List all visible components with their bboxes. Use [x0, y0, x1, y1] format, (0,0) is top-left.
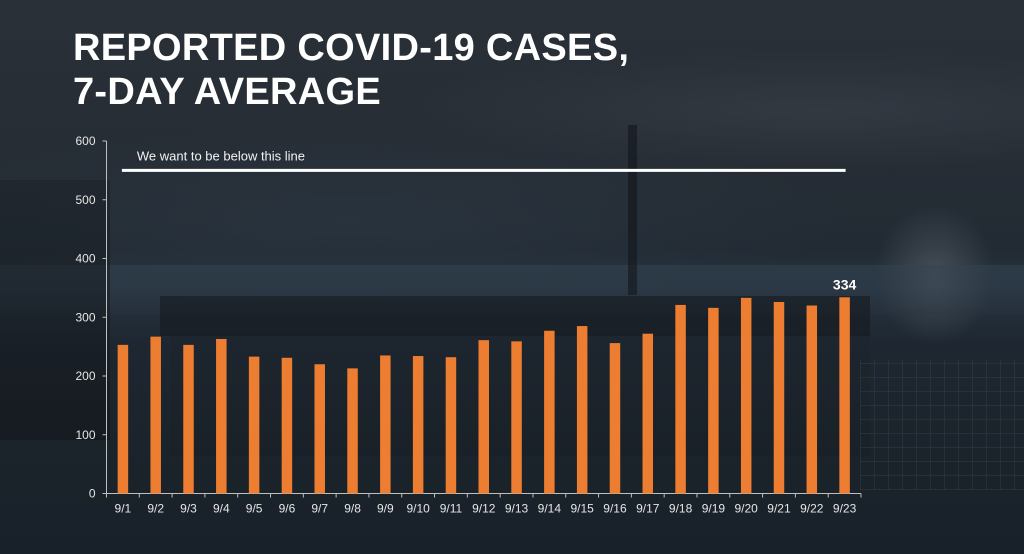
y-tick-label: 500	[75, 193, 95, 207]
x-tick-label: 9/8	[344, 502, 361, 516]
bar-9-22	[806, 305, 818, 494]
bars	[117, 297, 850, 494]
y-tick-label: 100	[75, 428, 95, 442]
x-tick-label: 9/12	[472, 502, 496, 516]
x-tick-label: 9/14	[538, 502, 562, 516]
x-tick-label: 9/3	[180, 502, 197, 516]
x-tick-label: 9/16	[603, 502, 627, 516]
background-fence-mesh	[860, 360, 1024, 490]
background-lamp-post	[628, 125, 637, 295]
bar-9-20	[740, 297, 752, 494]
y-axis: 0 100 200 300 400 500 600	[75, 134, 107, 501]
slide-title-line-1: Reported COVID-19 cases,	[73, 27, 630, 69]
data-label: 334	[833, 276, 857, 292]
bar-9-23	[839, 297, 850, 494]
x-tick-label: 9/20	[735, 502, 759, 516]
x-tick-label: 9/2	[147, 502, 164, 516]
bar-9-9	[380, 355, 391, 494]
x-tick-label: 9/6	[279, 502, 296, 516]
y-tick-label: 400	[75, 252, 95, 266]
bar-9-7	[314, 364, 325, 494]
bar-9-10	[412, 356, 424, 494]
bar-9-2	[150, 336, 161, 494]
bar-9-11	[445, 357, 457, 494]
bar-9-17	[642, 333, 654, 494]
x-tick-label: 9/17	[636, 502, 660, 516]
bar-9-13	[511, 341, 522, 494]
x-tick-label: 9/13	[505, 502, 529, 516]
x-tick-label: 9/23	[833, 502, 857, 516]
x-tick-label: 9/10	[406, 502, 430, 516]
x-tick-label: 9/4	[213, 502, 230, 516]
x-axis: 9/1 9/2 9/3 9/4 9/5 9/6 9/7 9/8 9/9 9/10 9/11 9/12 9…	[106, 493, 862, 516]
threshold-label: We want to be below this line	[137, 148, 305, 163]
x-tick-label: 9/11	[440, 502, 463, 516]
bar-9-15	[576, 326, 588, 494]
bar-9-1	[117, 344, 129, 494]
x-tick-label: 9/21	[767, 502, 791, 516]
y-tick-label: 0	[89, 487, 96, 501]
bar-9-16	[609, 343, 621, 494]
x-tick-label: 9/15	[570, 502, 594, 516]
bar-9-14	[544, 330, 555, 494]
slide-title: Reported COVID-19 cases, 7-day average	[73, 26, 629, 114]
bar-9-6	[281, 357, 293, 494]
x-tick-label: 9/5	[246, 502, 263, 516]
bar-9-21	[773, 301, 785, 494]
bar-9-12	[478, 340, 489, 494]
y-tick-label: 200	[75, 369, 95, 383]
bar-9-3	[183, 344, 194, 494]
x-tick-label: 9/9	[377, 502, 394, 516]
bar-9-18	[675, 304, 686, 494]
background-dock	[160, 296, 870, 336]
threshold-group: We want to be below this line	[121, 148, 846, 172]
slide-title-line-2: 7-day average	[73, 71, 381, 113]
x-tick-label: 9/18	[669, 502, 693, 516]
x-tick-label: 9/1	[115, 502, 132, 516]
bar-9-4	[216, 338, 227, 494]
bar-9-19	[708, 307, 719, 494]
x-tick-label: 9/19	[702, 502, 726, 516]
data-labels: 334	[833, 276, 857, 292]
x-tick-label: 9/22	[800, 502, 824, 516]
background-pier-left	[0, 180, 110, 440]
bar-9-5	[248, 356, 260, 494]
y-tick-label: 300	[75, 310, 95, 324]
bar-9-8	[347, 368, 358, 494]
x-tick-label: 9/7	[311, 502, 328, 516]
y-tick-label: 600	[75, 134, 95, 148]
